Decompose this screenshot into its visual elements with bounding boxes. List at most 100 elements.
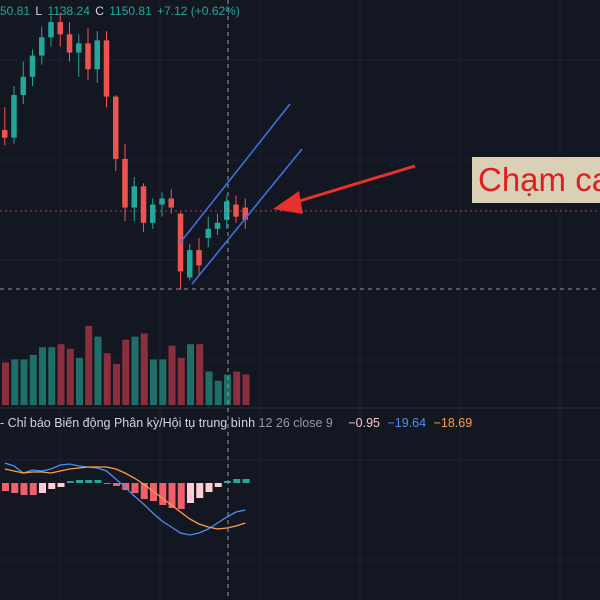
volume-bar [242,374,250,405]
arrow-annotation[interactable] [273,164,416,214]
histogram-bar [103,483,111,484]
volume-bar [39,347,46,405]
volume-bar [113,363,120,405]
candle [57,22,63,35]
candle [205,228,211,238]
close-key: C [95,4,104,18]
candle [214,222,221,229]
volume-bar [57,344,65,405]
candle [20,76,26,96]
trend-channel-lower[interactable] [191,148,303,285]
candle [66,34,73,53]
volume-bar [159,359,167,405]
macd-legend[interactable]: - Chỉ báo Biến động Phân kỳ/Hội tụ trung… [0,416,472,430]
candle [187,250,193,278]
histogram-bar [11,483,19,493]
macd-value: −19.64 [387,416,427,430]
volume-bar [224,374,231,405]
trend-channel-upper[interactable] [179,103,291,244]
low-value: 1138.24 [47,4,90,18]
candle [113,96,119,159]
volume-bar [66,348,74,405]
volume-bar [94,336,102,405]
volume-bar [2,362,9,405]
volume-bar [11,359,19,405]
candle [159,198,165,205]
histogram-bar [196,483,204,498]
histogram-bar [113,483,120,486]
volume-bar [233,371,241,405]
candle [103,40,110,97]
volume-bar [205,371,213,405]
volume-bar [131,336,139,405]
open-value: 50.81 [0,4,31,18]
candle [11,95,17,138]
volume-bars [2,325,250,405]
histogram-bar [122,483,130,490]
volume-bar [140,333,148,405]
candle [150,204,156,223]
candle [39,37,45,56]
signal-value: −18.69 [433,416,473,430]
histogram-bar [20,483,28,495]
candle [242,207,248,220]
candle [2,130,8,138]
volume-bar [85,325,93,405]
volume-bar [122,339,130,405]
signal-line [4,466,246,530]
candle [122,158,128,208]
volume-bar [150,359,157,405]
indicator-params: 12 26 close 9 [258,416,333,430]
histogram-bar [233,479,241,483]
volume-bar [48,347,56,405]
volume-bar [168,345,176,405]
volume-bar [76,357,83,405]
histogram-bar [187,483,194,503]
volume-bar [214,380,222,405]
candle [168,198,174,208]
macd-histogram [2,479,250,509]
histogram-bar [131,483,139,493]
histogram-bar [177,483,185,509]
histogram-bar [242,479,250,483]
arrowhead-icon [273,191,303,214]
histogram-bar [48,483,56,489]
annotation-callout[interactable]: Chạm ca [472,157,600,203]
histogram-bar [205,483,213,492]
candle [48,22,54,38]
indicator-title: - Chỉ báo Biến động Phân kỳ/Hội tụ trung… [0,416,256,430]
ohlc-legend: 50.81 L 1138.24 C 1150.81 +7.12 (+0.62%) [0,4,242,18]
volume-bar [103,353,111,405]
candle [131,186,137,208]
histogram-bar [66,481,74,483]
volume-bar [196,344,204,405]
candles [2,13,248,290]
volume-bar [177,357,185,405]
histogram-bar [29,483,37,495]
histogram-bar [76,480,83,483]
histogram-bar [140,483,148,499]
histogram-bar [2,483,9,491]
histogram-bar [159,483,167,505]
close-value: 1150.81 [109,4,152,18]
low-key: L [35,4,43,18]
histogram-bar [39,483,46,493]
histogram-bar [85,480,93,483]
histogram-bar [94,480,102,483]
volume-bar [187,344,194,405]
candle [94,40,100,70]
candle [196,250,202,266]
candle [140,186,147,223]
histogram-bar [214,483,222,487]
candle [29,55,36,77]
macd-line [4,462,246,536]
histogram-bar [57,483,65,487]
change-value: +7.12 (+0.62%) [157,4,240,18]
volume-bar [29,354,37,405]
histogram-bar [168,483,176,508]
histogram-value: −0.95 [348,416,380,430]
volume-bar [20,359,28,405]
